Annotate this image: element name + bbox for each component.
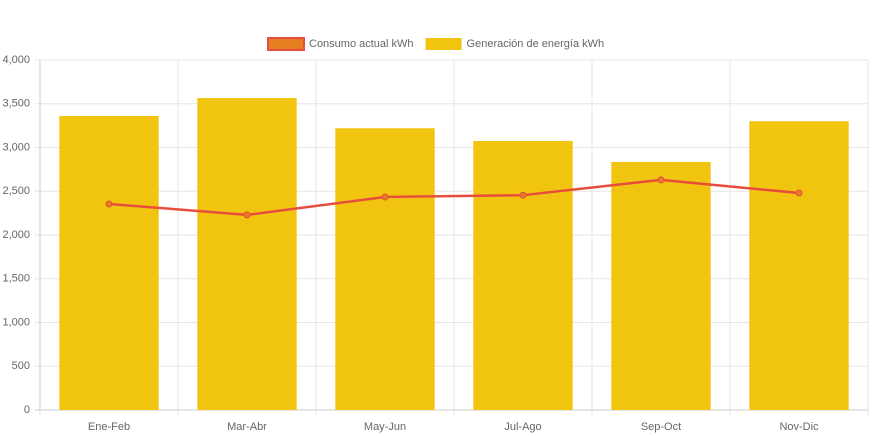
bar <box>59 116 159 410</box>
y-tick-label: 1,500 <box>2 273 30 285</box>
x-tick-label: Sep-Oct <box>641 421 681 433</box>
y-tick-label: 2,500 <box>2 185 30 197</box>
legend-label[interactable]: Consumo actual kWh <box>309 38 414 50</box>
legend-label[interactable]: Generación de energía kWh <box>467 38 605 50</box>
point <box>795 189 803 197</box>
bar <box>335 128 435 410</box>
point <box>381 193 389 201</box>
x-tick-label: Nov-Dic <box>779 421 819 433</box>
legend-swatch[interactable] <box>425 38 462 50</box>
y-tick-label: 3,000 <box>2 141 30 153</box>
y-tick-label: 2,000 <box>2 229 30 241</box>
y-tick-label: 0 <box>24 404 30 416</box>
x-tick-label: May-Jun <box>364 421 406 433</box>
y-tick-label: 4,000 <box>2 54 30 66</box>
point <box>105 200 113 208</box>
bar <box>611 161 711 410</box>
point <box>519 191 527 199</box>
x-tick-label: Ene-Feb <box>88 421 130 433</box>
y-tick-label: 500 <box>12 360 30 372</box>
point <box>657 176 665 184</box>
bar <box>473 140 573 410</box>
x-tick-label: Jul-Ago <box>504 421 541 433</box>
point <box>243 211 251 219</box>
x-tick-label: Mar-Abr <box>227 421 267 433</box>
y-tick-label: 3,500 <box>2 98 30 110</box>
line <box>108 178 800 217</box>
y-tick-label: 1,000 <box>2 316 30 328</box>
legend-swatch[interactable] <box>267 37 305 51</box>
bar <box>197 98 297 410</box>
bar <box>749 121 849 410</box>
